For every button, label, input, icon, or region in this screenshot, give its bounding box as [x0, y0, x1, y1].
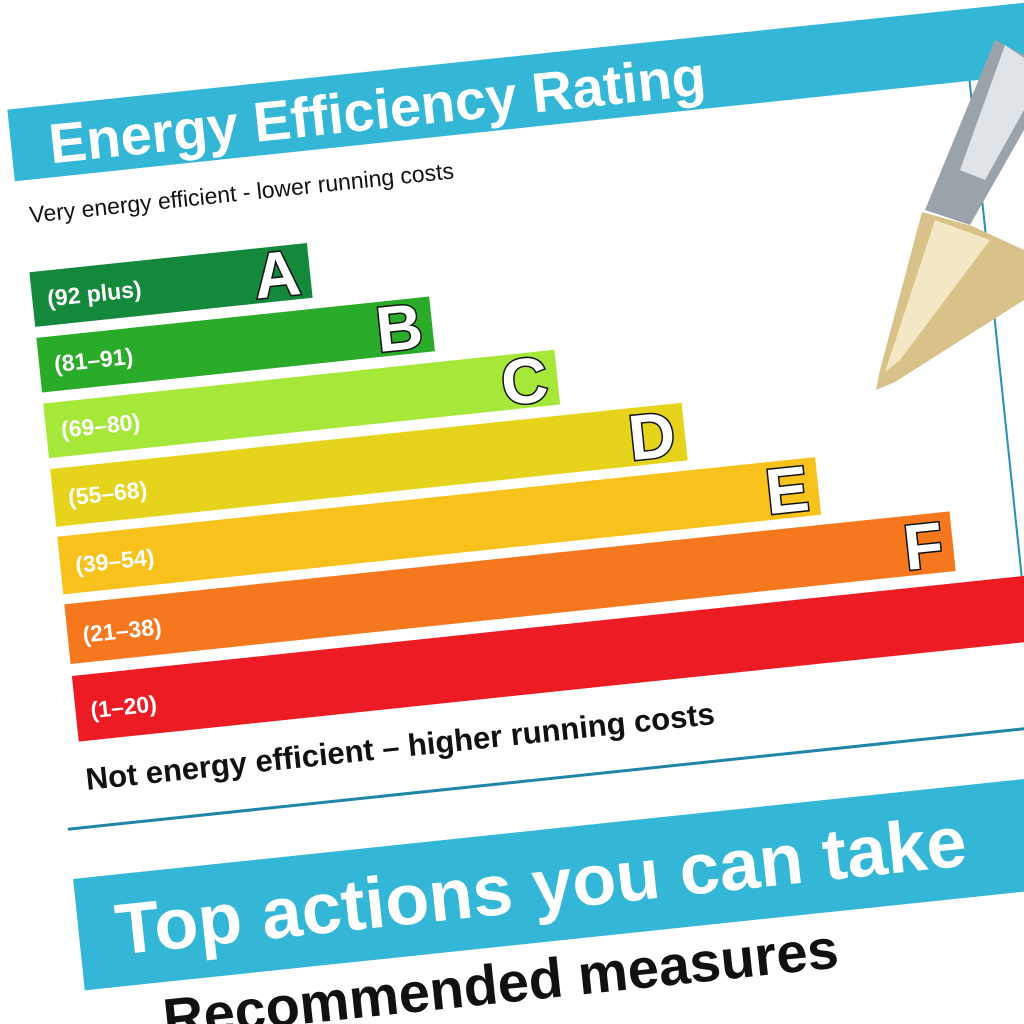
- pen-highlight: [960, 45, 1024, 180]
- pen-cone-highlight: [885, 220, 990, 372]
- pen: [876, 40, 1024, 390]
- band-b: [36, 296, 435, 393]
- band-f: [64, 511, 956, 665]
- rating-letter: F: [900, 508, 946, 584]
- title-band: [7, 0, 1024, 182]
- band-e: [57, 457, 822, 595]
- band-c: [43, 349, 561, 459]
- rating-letter: A: [250, 236, 303, 312]
- band-d: [50, 402, 688, 527]
- table-line: [968, 80, 1024, 835]
- band-g: [71, 555, 1024, 742]
- actions-band: [73, 748, 1024, 991]
- band-a: [29, 243, 313, 327]
- divider: [67, 700, 1024, 831]
- pen-cone: [876, 212, 1024, 390]
- rating-letter: C: [498, 343, 551, 419]
- rating-letter: E: [762, 452, 812, 528]
- rating-letter: D: [625, 398, 678, 474]
- rating-letter: B: [372, 290, 425, 366]
